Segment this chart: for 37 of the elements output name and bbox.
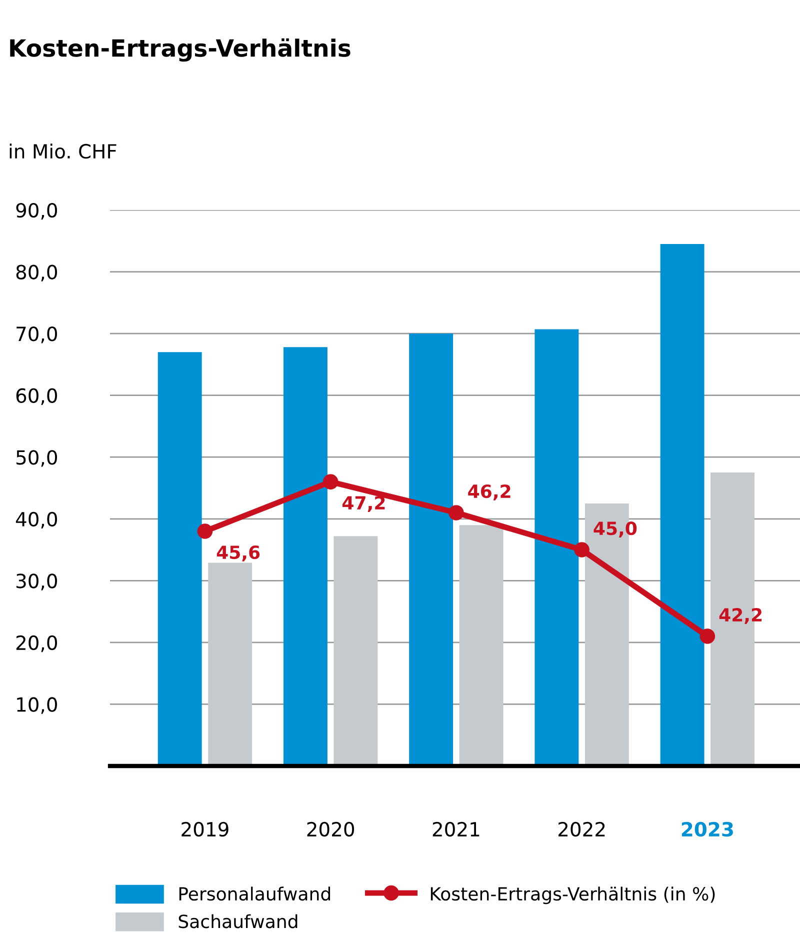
y-tick-label: 90,0 xyxy=(16,202,58,220)
data-label: 42,2 xyxy=(719,608,762,624)
y-tick-label: 50,0 xyxy=(16,450,58,467)
y-tick-label: 80,0 xyxy=(16,264,58,282)
chart-title: Kosten-Ertrags-Verhältnis xyxy=(10,38,350,62)
point xyxy=(574,542,590,558)
bar xyxy=(459,525,504,766)
bar xyxy=(409,334,454,766)
point xyxy=(700,628,716,644)
bar xyxy=(208,562,252,766)
bar xyxy=(283,347,328,766)
y-tick-label: 20,0 xyxy=(16,635,58,652)
x-tick-label: 2022 xyxy=(558,822,605,837)
data-label: 45,0 xyxy=(594,522,637,538)
bar xyxy=(158,352,202,766)
y-tick-label: 70,0 xyxy=(16,326,58,344)
x-tick-label: 2019 xyxy=(182,822,228,837)
y-tick-label: 30,0 xyxy=(16,574,58,590)
data-label: 47,2 xyxy=(342,496,385,512)
data-label: 45,6 xyxy=(216,545,260,562)
point xyxy=(197,524,213,539)
y-tick-label: 60,0 xyxy=(16,388,58,405)
bar xyxy=(334,536,378,766)
data-label: 46,2 xyxy=(468,484,510,500)
x-tick-label: 2020 xyxy=(307,822,354,837)
point xyxy=(448,505,464,520)
x-tick-label: 2023 xyxy=(682,822,733,837)
y-tick-label: 40,0 xyxy=(16,512,58,529)
legend-label: Personalaufwand xyxy=(179,886,330,901)
legend-label: Sachaufwand xyxy=(178,914,298,928)
bar xyxy=(534,329,579,766)
legend-label: Kosten-Ertrags-Verhältnis (in %) xyxy=(430,886,715,904)
x-tick-label: 2021 xyxy=(432,822,480,837)
y-tick-label: 10,0 xyxy=(17,697,58,714)
y-axis-title: in Mio. CHF xyxy=(10,144,116,159)
point xyxy=(322,474,338,490)
bar xyxy=(660,244,704,766)
